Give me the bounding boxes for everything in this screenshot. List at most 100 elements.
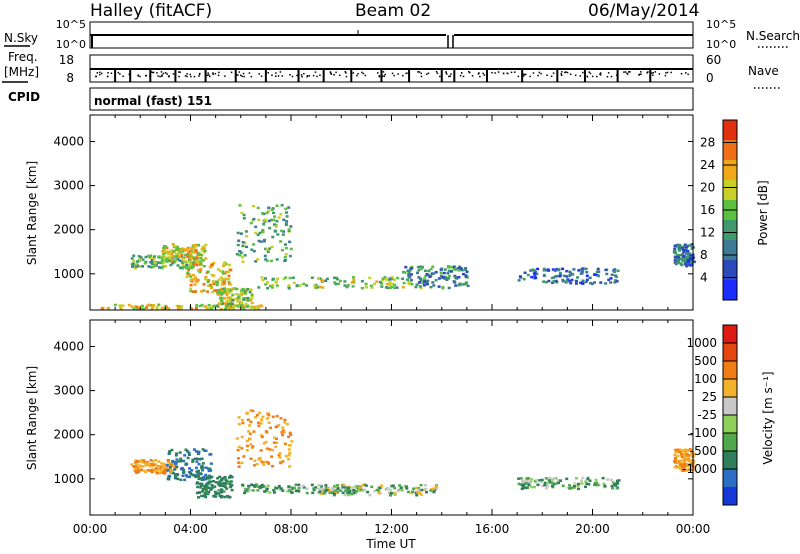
echo-cell: [161, 250, 165, 253]
echo-cell: [228, 263, 232, 267]
echo-cell: [217, 305, 220, 309]
echo-cell: [690, 247, 694, 251]
echo-cell: [197, 450, 201, 454]
echo-cell: [221, 302, 225, 305]
echo-cell: [229, 296, 233, 299]
echo-cell: [268, 448, 272, 451]
nave-dot: [167, 75, 170, 78]
colorbar-segment: [723, 325, 737, 344]
echo-cell: [546, 481, 550, 485]
echo-cell: [202, 251, 206, 254]
echo-cell: [142, 308, 145, 311]
echo-cell: [574, 279, 578, 283]
nave-dot: [352, 72, 355, 74]
y-tick-label: 2000: [53, 223, 84, 237]
echo-cell: [248, 489, 252, 492]
echo-cell: [682, 258, 685, 261]
echo-cell: [423, 269, 427, 273]
echo-cell: [196, 472, 200, 475]
echo-cell: [229, 480, 233, 483]
echo-cell: [239, 251, 243, 254]
echo-cell: [150, 470, 154, 474]
echo-cell: [280, 248, 284, 252]
echo-cell: [135, 305, 139, 309]
echo-cell: [431, 265, 435, 268]
echo-cell: [281, 233, 285, 236]
echo-cell: [447, 286, 451, 290]
echo-cell: [201, 259, 205, 262]
echo-cell: [445, 278, 449, 281]
echo-cell: [150, 468, 154, 472]
echo-cell: [168, 451, 171, 455]
echo-cell: [214, 280, 218, 283]
echo-cell: [194, 248, 198, 252]
echo-cell: [536, 483, 540, 487]
echo-cell: [174, 473, 178, 476]
echo-cell: [552, 280, 556, 283]
echo-cell: [271, 235, 275, 239]
nave-dot: [344, 71, 347, 73]
echo-cell: [242, 298, 246, 301]
echo-cell: [169, 250, 173, 253]
echo-cell: [265, 211, 269, 215]
echo-cell: [178, 249, 182, 252]
echo-cell: [174, 454, 178, 457]
echo-cell: [410, 279, 413, 282]
echo-cell: [267, 421, 271, 424]
echo-cell: [149, 266, 153, 269]
echo-cell: [565, 275, 569, 278]
echo-cell: [265, 489, 269, 493]
nave-dot: [329, 71, 332, 73]
echo-cell: [381, 278, 385, 282]
echo-cell: [253, 305, 256, 309]
echo-cell: [571, 273, 575, 276]
echo-cell: [288, 465, 292, 468]
nave-dot: [186, 73, 188, 75]
echo-cell: [674, 252, 678, 255]
echo-cell: [673, 261, 677, 264]
echo-cell: [140, 304, 144, 308]
echo-cell: [161, 468, 165, 472]
echo-cell: [174, 248, 178, 252]
nave-dot: [680, 73, 683, 75]
echo-cell: [149, 459, 153, 462]
nave-dot: [514, 71, 516, 73]
nave-dot: [623, 71, 625, 73]
nave-dot: [179, 71, 181, 73]
echo-cell: [207, 486, 211, 490]
echo-cell: [312, 487, 316, 490]
echo-cell: [310, 483, 314, 487]
nave-tick-bottom: 0: [706, 71, 714, 85]
nave-dot: [364, 74, 367, 77]
nave-dot: [647, 71, 649, 73]
echo-cell: [250, 446, 254, 449]
echo-cell: [229, 268, 233, 272]
echo-cell: [272, 441, 276, 444]
echo-cell: [223, 483, 227, 486]
echo-cell: [201, 466, 205, 469]
echo-cell: [364, 282, 368, 286]
echo-cell: [203, 492, 207, 495]
echo-cell: [244, 288, 248, 292]
echo-cell: [194, 276, 198, 279]
echo-cell: [193, 290, 197, 293]
echo-cell: [209, 488, 213, 491]
echo-cell: [231, 306, 235, 310]
echo-cell: [370, 485, 374, 489]
nave-dot: [189, 73, 191, 76]
echo-cell: [339, 489, 343, 492]
echo-cell: [213, 485, 217, 488]
echo-cell: [252, 430, 256, 433]
nave-dot: [212, 72, 214, 74]
echo-cell: [678, 450, 681, 454]
echo-cell: [432, 272, 436, 275]
echo-cell: [258, 231, 262, 235]
nsky-tick-bottom: 10^0: [56, 38, 86, 51]
echo-cell: [247, 485, 251, 488]
echo-cell: [135, 463, 138, 466]
echo-cell: [678, 459, 682, 463]
echo-cell: [466, 284, 470, 288]
echo-cell: [241, 260, 245, 263]
echo-cell: [246, 444, 249, 448]
nave-dot: [435, 71, 438, 73]
